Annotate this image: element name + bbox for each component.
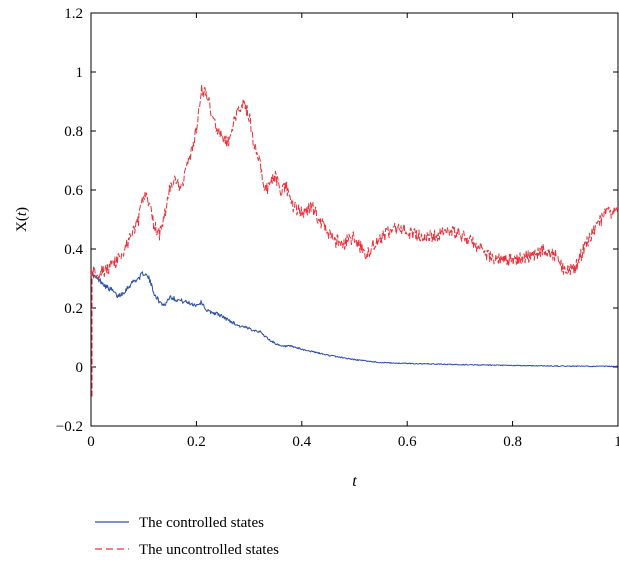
y-tick-label: 0.8 <box>64 124 83 140</box>
x-tick-label: 1 <box>614 434 619 450</box>
legend-label-controlled: The controlled states <box>139 515 264 531</box>
x-tick-label: 0.8 <box>503 434 522 450</box>
y-axis-label-post: ) <box>14 207 30 212</box>
y-tick-label: 0 <box>76 360 84 376</box>
plot-border <box>90 12 619 427</box>
series-line-uncontrolled <box>90 84 619 279</box>
x-tick-label: 0 <box>87 434 95 450</box>
y-tick-label: −0.2 <box>56 419 83 435</box>
y-tick-label: 0.4 <box>64 242 83 258</box>
plot-frame <box>90 12 619 427</box>
axis-ticks: 0 0.2 0.4 0.6 0.8 1−0.200.20.40.60.811.2 <box>56 6 619 450</box>
x-tick-label: 0.2 <box>187 434 206 450</box>
y-tick-label: 0.2 <box>64 301 83 317</box>
y-axis-label: X(t) <box>14 207 30 232</box>
y-tick-label: 1.2 <box>64 6 83 22</box>
series-layer <box>90 84 619 397</box>
legend: The controlled states The uncontrolled s… <box>95 515 279 558</box>
y-tick-label: 1 <box>76 65 84 81</box>
series-line-controlled <box>90 271 619 368</box>
legend-label-uncontrolled: The uncontrolled states <box>139 542 279 558</box>
x-axis-label: t <box>352 473 357 490</box>
y-tick-label: 0.6 <box>64 183 83 199</box>
x-tick-label: 0.6 <box>398 434 417 450</box>
x-tick-label: 0.4 <box>292 434 311 450</box>
y-axis-label-pre: X( <box>14 216 30 232</box>
y-axis-label-var: t <box>14 211 30 216</box>
